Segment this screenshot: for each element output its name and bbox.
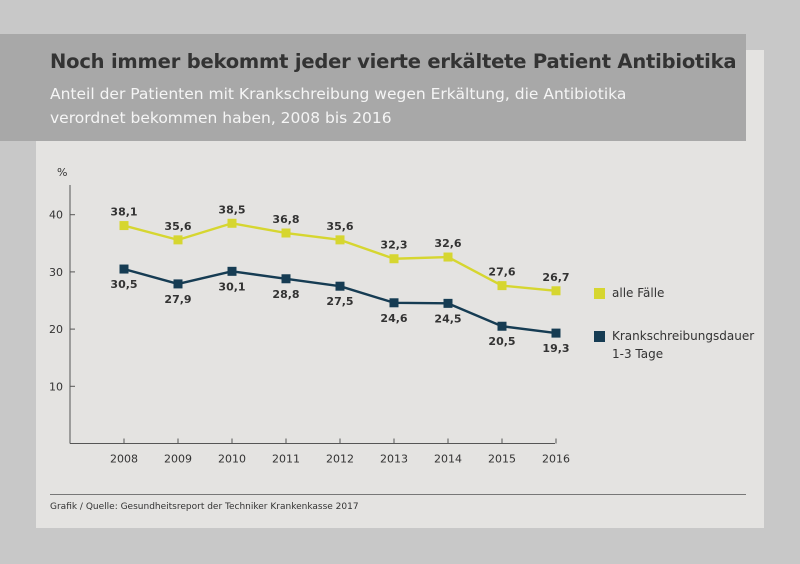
data-point-s2-2012 xyxy=(335,281,345,291)
x-tick-label-2016: 2016 xyxy=(542,453,570,466)
data-label-s2-2014: 24,5 xyxy=(434,312,461,325)
legend-label-line-1: Krankschreibungsdauer xyxy=(612,329,755,343)
footer-rule xyxy=(50,494,746,495)
data-point-s1-2013 xyxy=(389,254,399,264)
data-label-s2-2013: 24,6 xyxy=(380,312,407,325)
data-point-s1-2015 xyxy=(497,281,507,291)
data-label-s1-2015: 27,6 xyxy=(488,266,515,279)
data-point-s1-2012 xyxy=(335,235,345,245)
legend-label-line-2: 1-3 Tage xyxy=(612,347,664,361)
data-point-s2-2011 xyxy=(281,274,291,284)
data-point-s1-2010 xyxy=(227,218,237,228)
data-point-s1-2009 xyxy=(173,235,183,245)
y-tick-label-40: 40 xyxy=(49,209,63,222)
data-point-s1-2008 xyxy=(119,221,129,231)
axes: % 10 20 30 40 2008 2009 2010 2011 2012 2013 2014 201… xyxy=(49,166,570,466)
data-label-s1-2014: 32,6 xyxy=(434,237,461,250)
data-point-s2-2015 xyxy=(497,321,507,331)
data-point-s1-2016 xyxy=(551,286,561,296)
data-point-s2-2008 xyxy=(119,264,129,274)
data-point-s2-2010 xyxy=(227,266,237,276)
legend-label-krankschreibung: Krankschreibungsdauer 1-3 Tage xyxy=(612,327,754,363)
data-point-s1-2014 xyxy=(443,252,453,262)
data-label-s2-2008: 30,5 xyxy=(110,278,137,291)
y-unit-label: % xyxy=(57,166,67,179)
source-note: Grafik / Quelle: Gesundheitsreport der T… xyxy=(50,502,359,512)
data-point-s2-2009 xyxy=(173,279,183,289)
data-label-s2-2016: 19,3 xyxy=(542,342,569,355)
data-label-s2-2009: 27,9 xyxy=(164,293,191,306)
legend-label-alle-faelle: alle Fälle xyxy=(612,286,665,300)
legend-swatch-krankschreibung xyxy=(594,331,605,342)
y-tick-label-20: 20 xyxy=(49,323,63,336)
data-label-s2-2011: 28,8 xyxy=(272,288,299,301)
data-label-s1-2008: 38,1 xyxy=(110,206,137,219)
x-tick-label-2008: 2008 xyxy=(110,453,138,466)
x-tick-label-2015: 2015 xyxy=(488,453,516,466)
legend-swatch-alle-faelle xyxy=(594,288,605,299)
y-tick-label-30: 30 xyxy=(49,266,63,279)
chart-title: Noch immer bekommt jeder vierte erkältet… xyxy=(50,50,737,73)
data-labels: 38,1 35,6 38,5 36,8 35,6 32,3 32,6 27,6 26,7 30,5… xyxy=(110,203,569,355)
x-tick-label-2010: 2010 xyxy=(218,453,246,466)
x-tick-label-2013: 2013 xyxy=(380,453,408,466)
chart-subtitle: Anteil der Patienten mit Krankschreibung… xyxy=(50,85,627,127)
x-tick-label-2014: 2014 xyxy=(434,453,462,466)
data-label-s2-2012: 27,5 xyxy=(326,295,353,308)
data-label-s1-2009: 35,6 xyxy=(164,220,191,233)
x-tick-label-2012: 2012 xyxy=(326,453,354,466)
data-label-s1-2010: 38,5 xyxy=(218,203,245,216)
data-points xyxy=(119,218,561,338)
data-point-s2-2014 xyxy=(443,298,453,308)
data-label-s2-2010: 30,1 xyxy=(218,280,245,293)
data-label-s1-2013: 32,3 xyxy=(380,239,407,252)
data-point-s2-2013 xyxy=(389,298,399,308)
data-label-s2-2015: 20,5 xyxy=(488,335,515,348)
data-label-s1-2011: 36,8 xyxy=(272,213,299,226)
x-tick-label-2011: 2011 xyxy=(272,453,300,466)
y-tick-label-10: 10 xyxy=(49,380,63,393)
header-banner xyxy=(0,34,746,141)
data-label-s1-2012: 35,6 xyxy=(326,220,353,233)
x-tick-label-2009: 2009 xyxy=(164,453,192,466)
data-label-s1-2016: 26,7 xyxy=(542,271,569,284)
data-point-s2-2016 xyxy=(551,328,561,338)
data-point-s1-2011 xyxy=(281,228,291,238)
